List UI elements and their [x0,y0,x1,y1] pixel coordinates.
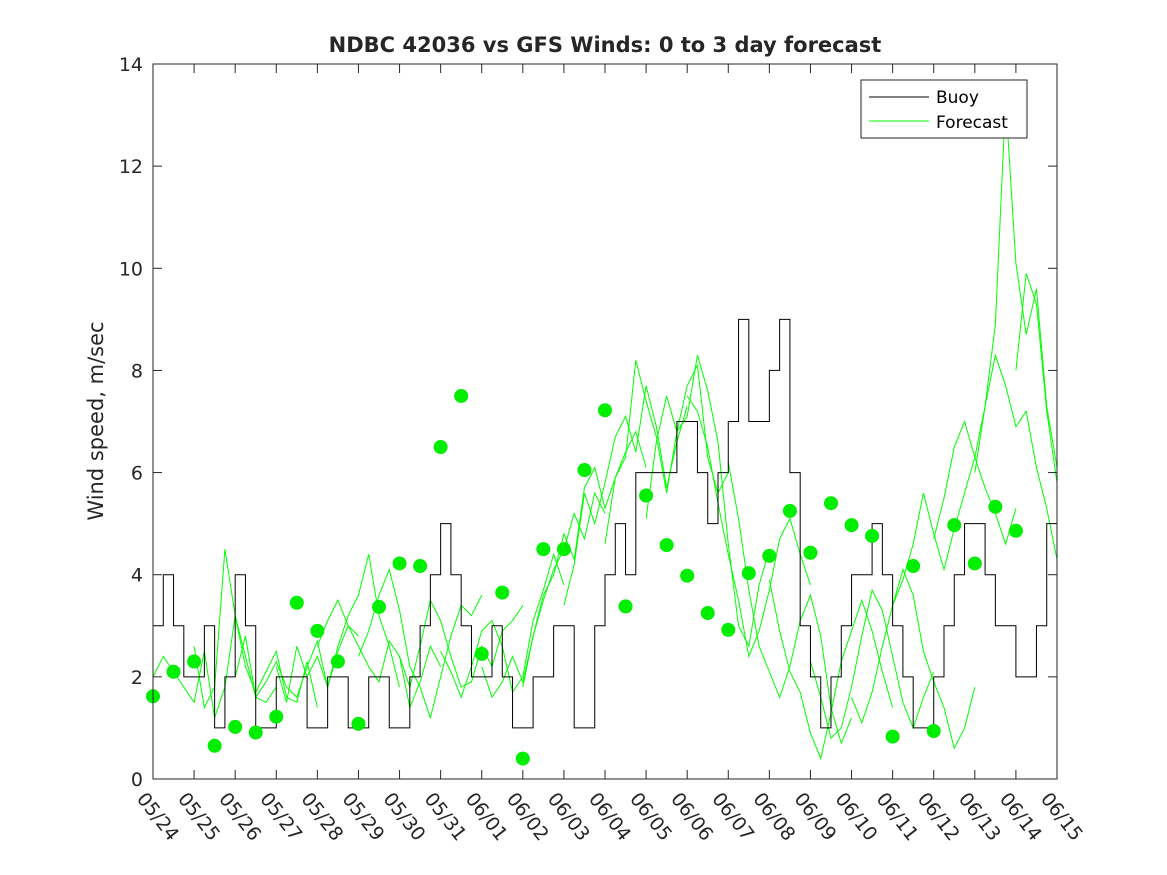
forecast-mean-marker-21 [577,463,592,478]
forecast-mean-marker-24 [639,488,654,503]
y-tick-label-0: 0 [131,769,143,791]
y-axis-label: Wind speed, m/sec [84,321,108,520]
forecast-mean-marker-33 [824,496,838,511]
y-tick-label-1: 2 [131,667,143,689]
forecast-mean-marker-11 [372,599,386,614]
forecast-mean-marker-40 [967,556,982,571]
y-tick-label-7: 14 [119,54,143,76]
forecast-mean-marker-26 [680,568,695,583]
y-tick-label-6: 12 [119,156,143,178]
forecast-run-line-11 [604,360,729,545]
forecast-mean-marker-34 [844,518,859,533]
forecast-mean-marker-38 [926,723,941,738]
forecast-mean-marker-27 [700,606,715,621]
forecast-run-line-19 [933,353,1057,560]
forecast-run-line-3 [275,554,401,703]
forecast-mean-marker-6 [269,709,284,724]
forecast-mean-marker-29 [741,566,756,581]
forecast-mean-marker-39 [947,518,962,533]
forecast-mean-marker-30 [762,548,777,563]
forecast-run-line-13 [686,395,811,659]
legend-forecast-label: Forecast [936,113,1008,133]
forecast-run-line-12 [645,354,770,648]
forecast-mean-marker-25 [659,538,674,553]
forecast-mean-marker-8 [310,623,325,638]
forecast-mean-marker-5 [248,725,263,740]
forecast-mean-marker-22 [598,403,612,418]
forecast-mean-marker-23 [618,599,633,614]
forecast-mean-marker-3 [207,738,222,753]
forecast-mean-marker-41 [988,499,1003,514]
forecast-mean-marker-28 [721,622,736,637]
forecast-run-line-10 [563,385,688,606]
forecast-mean-marker-12 [392,556,407,571]
y-tick-label-2: 4 [131,565,143,587]
forecast-mean-marker-7 [289,595,304,610]
forecast-mean-marker-18 [515,751,530,766]
forecast-run-line-21 [1015,273,1057,486]
legend-box [860,79,1028,139]
forecast-mean-marker-20 [556,542,571,557]
forecast-mean-marker-15 [454,388,469,403]
forecast-mean-marker-32 [803,545,818,560]
forecast-mean-marker-37 [906,559,921,574]
y-tick-label-3: 6 [131,463,143,485]
forecast-run-line-20 [974,99,1057,473]
forecast-mean-marker-42 [1008,523,1023,538]
forecast-run-line-17 [851,568,976,750]
chart-title: NDBC 42036 vs GFS Winds: 0 to 3 day fore… [329,33,882,57]
forecast-mean-marker-4 [228,719,243,734]
y-tick-label-5: 10 [119,258,143,280]
forecast-mean-marker-31 [782,503,797,518]
forecast-run-line-8 [481,491,606,699]
forecast-run-line-4 [316,599,442,710]
forecast-mean-marker-17 [495,585,510,600]
legend-buoy-label: Buoy [936,88,979,108]
forecast-mean-marker-14 [433,440,448,455]
legend: Buoy Forecast [860,79,1028,139]
forecast-mean-marker-2 [187,654,202,669]
forecast-mean-marker-1 [166,664,181,679]
forecast-mean-marker-9 [330,654,345,669]
forecast-mean-marker-16 [474,646,489,661]
forecast-mean-marker-13 [413,559,428,574]
forecast-run-line-9 [522,430,647,688]
y-tick-label-4: 8 [131,360,143,382]
buoy-series-line [153,318,1057,729]
forecast-mean-marker-36 [885,729,900,744]
forecast-mean-marker-10 [351,716,366,731]
forecast-mean-marker-35 [865,528,880,543]
forecast-mean-marker-19 [536,542,551,557]
